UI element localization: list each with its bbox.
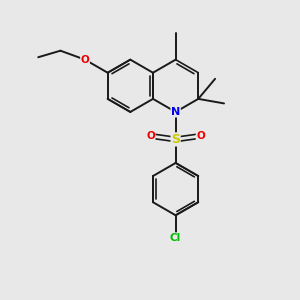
Text: S: S (171, 133, 180, 146)
Text: O: O (81, 55, 89, 64)
Text: N: N (171, 107, 180, 117)
Text: Cl: Cl (170, 233, 181, 243)
Text: O: O (196, 131, 205, 141)
Text: O: O (146, 131, 155, 141)
